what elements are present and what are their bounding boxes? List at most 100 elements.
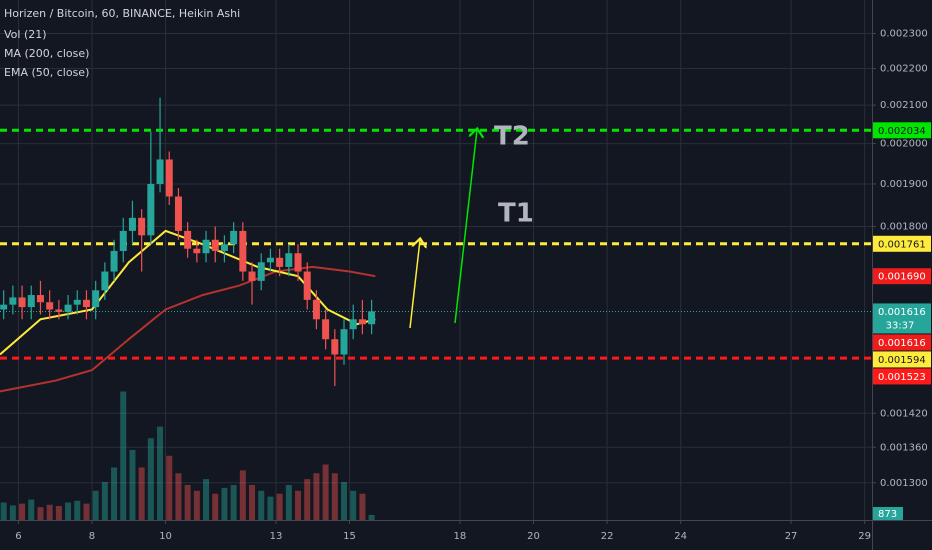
volume	[0, 391, 375, 520]
candle-body	[340, 329, 348, 355]
candles	[0, 97, 376, 387]
candle-body	[119, 230, 127, 251]
y-tick-label: 0.001800	[880, 222, 928, 233]
x-tick-label: 8	[89, 531, 95, 542]
x-tick-label: 29	[858, 531, 871, 542]
candle-body	[312, 299, 320, 320]
candle-body	[202, 239, 210, 254]
candle-body	[156, 159, 164, 184]
volume-bar	[341, 482, 348, 520]
candle-body	[294, 253, 302, 272]
volume-bar	[258, 490, 265, 520]
candle-body	[27, 295, 35, 308]
volume-bar	[147, 438, 154, 520]
price-label-box	[873, 235, 931, 252]
volume-bar	[230, 484, 237, 520]
volume-bar	[295, 490, 302, 520]
candle-body	[101, 271, 109, 291]
candle-body	[147, 183, 155, 236]
x-tick-label: 18	[454, 531, 467, 542]
y-tick-label: 0.002200	[880, 64, 928, 75]
volume-bar	[203, 479, 210, 520]
x-tick-label: 13	[270, 531, 283, 542]
candle-body	[0, 304, 8, 310]
x-tick-label: 15	[343, 531, 356, 542]
candle-body	[331, 339, 339, 355]
y-tick-label: 0.001360	[880, 442, 928, 453]
candle-body	[266, 257, 274, 263]
candle-body	[55, 309, 63, 312]
volume-bar	[0, 502, 7, 520]
price-label-box	[873, 303, 931, 334]
candle-body	[220, 244, 228, 251]
candle-body	[276, 257, 284, 267]
x-tick-label: 10	[159, 531, 172, 542]
candle-body	[18, 297, 26, 308]
volume-bar	[37, 507, 44, 520]
candle-body	[46, 302, 54, 310]
candle-body	[193, 248, 201, 254]
volume-bar	[92, 490, 99, 520]
candle-body	[303, 271, 311, 300]
volume-bar	[19, 503, 26, 520]
candle-body	[322, 319, 330, 340]
x-tick-label: 24	[674, 531, 687, 542]
x-tick-label: 22	[601, 531, 614, 542]
candle-body	[211, 239, 219, 251]
price-label: 0.002034	[878, 126, 926, 137]
volume-bar	[46, 504, 53, 520]
indicators	[0, 229, 376, 393]
volume-bar	[267, 496, 274, 520]
price-label-box	[873, 268, 931, 285]
candle-body	[239, 230, 247, 272]
axes: 0.002300 0.002200 0.002100 0.002000 0.001900…	[15, 29, 931, 542]
candle-body	[92, 290, 100, 308]
volume-bar	[55, 505, 62, 520]
candle-body	[184, 230, 192, 249]
candle-body	[285, 253, 293, 267]
volume-bar	[101, 482, 108, 520]
x-tick-label: 20	[527, 531, 540, 542]
annotation: T1	[498, 199, 534, 229]
annotation: T2	[494, 122, 530, 152]
price-label-box	[873, 122, 931, 139]
volume-bar	[221, 487, 228, 520]
volume-bar	[28, 499, 35, 520]
volume-bar	[368, 514, 375, 520]
levels	[0, 128, 872, 360]
price-label: 0.001616	[878, 307, 926, 318]
candle-body	[128, 217, 136, 231]
volume-bar	[184, 484, 191, 520]
volume-bar	[129, 449, 136, 520]
price-label-box	[873, 351, 931, 368]
candle-body	[230, 230, 238, 245]
candle-body	[138, 217, 146, 236]
candle-body	[165, 159, 173, 197]
y-tick-label: 0.002300	[880, 29, 928, 40]
arrow	[409, 240, 420, 329]
price-label: 0.001616	[878, 338, 926, 349]
candle-body	[73, 299, 81, 305]
candle-body	[64, 304, 72, 312]
candle-body	[174, 196, 182, 231]
volume-bar	[65, 502, 72, 520]
candle-body	[349, 319, 357, 330]
volume-bar	[111, 467, 118, 520]
volume-label: 873	[878, 509, 897, 520]
y-tick-label: 0.001300	[880, 478, 928, 489]
candle-body	[248, 271, 256, 281]
candle-body	[358, 319, 366, 325]
indicator-line	[0, 229, 376, 356]
volume-bar	[313, 473, 320, 520]
x-tick-label: 6	[15, 531, 21, 542]
volume-bar	[83, 503, 90, 520]
legend-item: EMA (50, close)	[4, 66, 89, 79]
indicator-line	[0, 265, 376, 393]
candle-body	[110, 250, 118, 272]
volume-bar	[166, 455, 173, 520]
volume-bar	[239, 470, 246, 520]
countdown: 33:37	[886, 320, 915, 331]
chart-title: Horizen / Bitcoin, 60, BINANCE, Heikin A…	[4, 7, 240, 20]
